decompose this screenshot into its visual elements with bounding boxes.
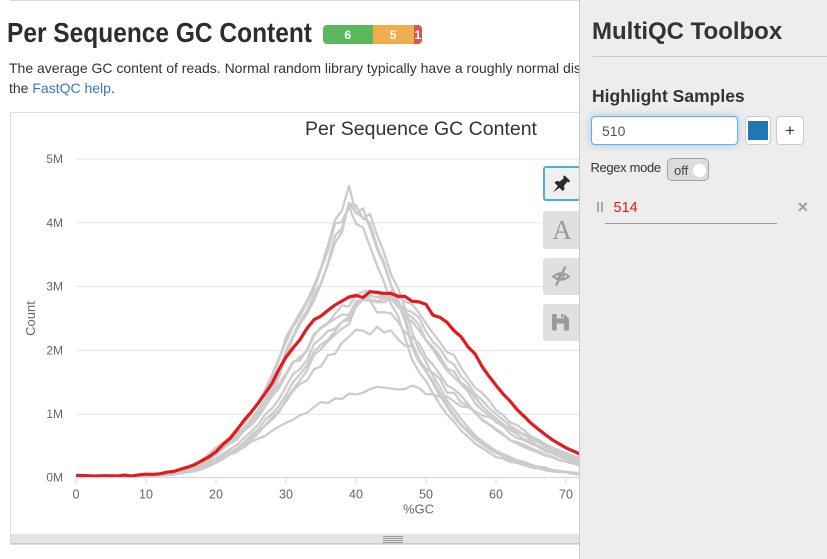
svg-text:2M: 2M bbox=[46, 343, 63, 357]
svg-text:5M: 5M bbox=[46, 152, 63, 166]
svg-text:70: 70 bbox=[559, 488, 573, 502]
svg-text:4M: 4M bbox=[46, 216, 63, 230]
svg-text:20: 20 bbox=[209, 488, 223, 502]
svg-text:Count: Count bbox=[23, 301, 38, 336]
svg-text:%GC: %GC bbox=[403, 502, 434, 517]
svg-text:0M: 0M bbox=[46, 471, 63, 485]
svg-text:60: 60 bbox=[489, 488, 503, 502]
svg-text:30: 30 bbox=[279, 488, 293, 502]
svg-text:Per Sequence GC Content: Per Sequence GC Content bbox=[305, 118, 538, 140]
svg-text:0: 0 bbox=[73, 488, 80, 502]
svg-text:50: 50 bbox=[419, 488, 433, 502]
svg-text:3M: 3M bbox=[46, 280, 63, 294]
svg-text:10: 10 bbox=[139, 488, 153, 502]
svg-text:1M: 1M bbox=[46, 407, 63, 421]
svg-text:40: 40 bbox=[349, 488, 363, 502]
